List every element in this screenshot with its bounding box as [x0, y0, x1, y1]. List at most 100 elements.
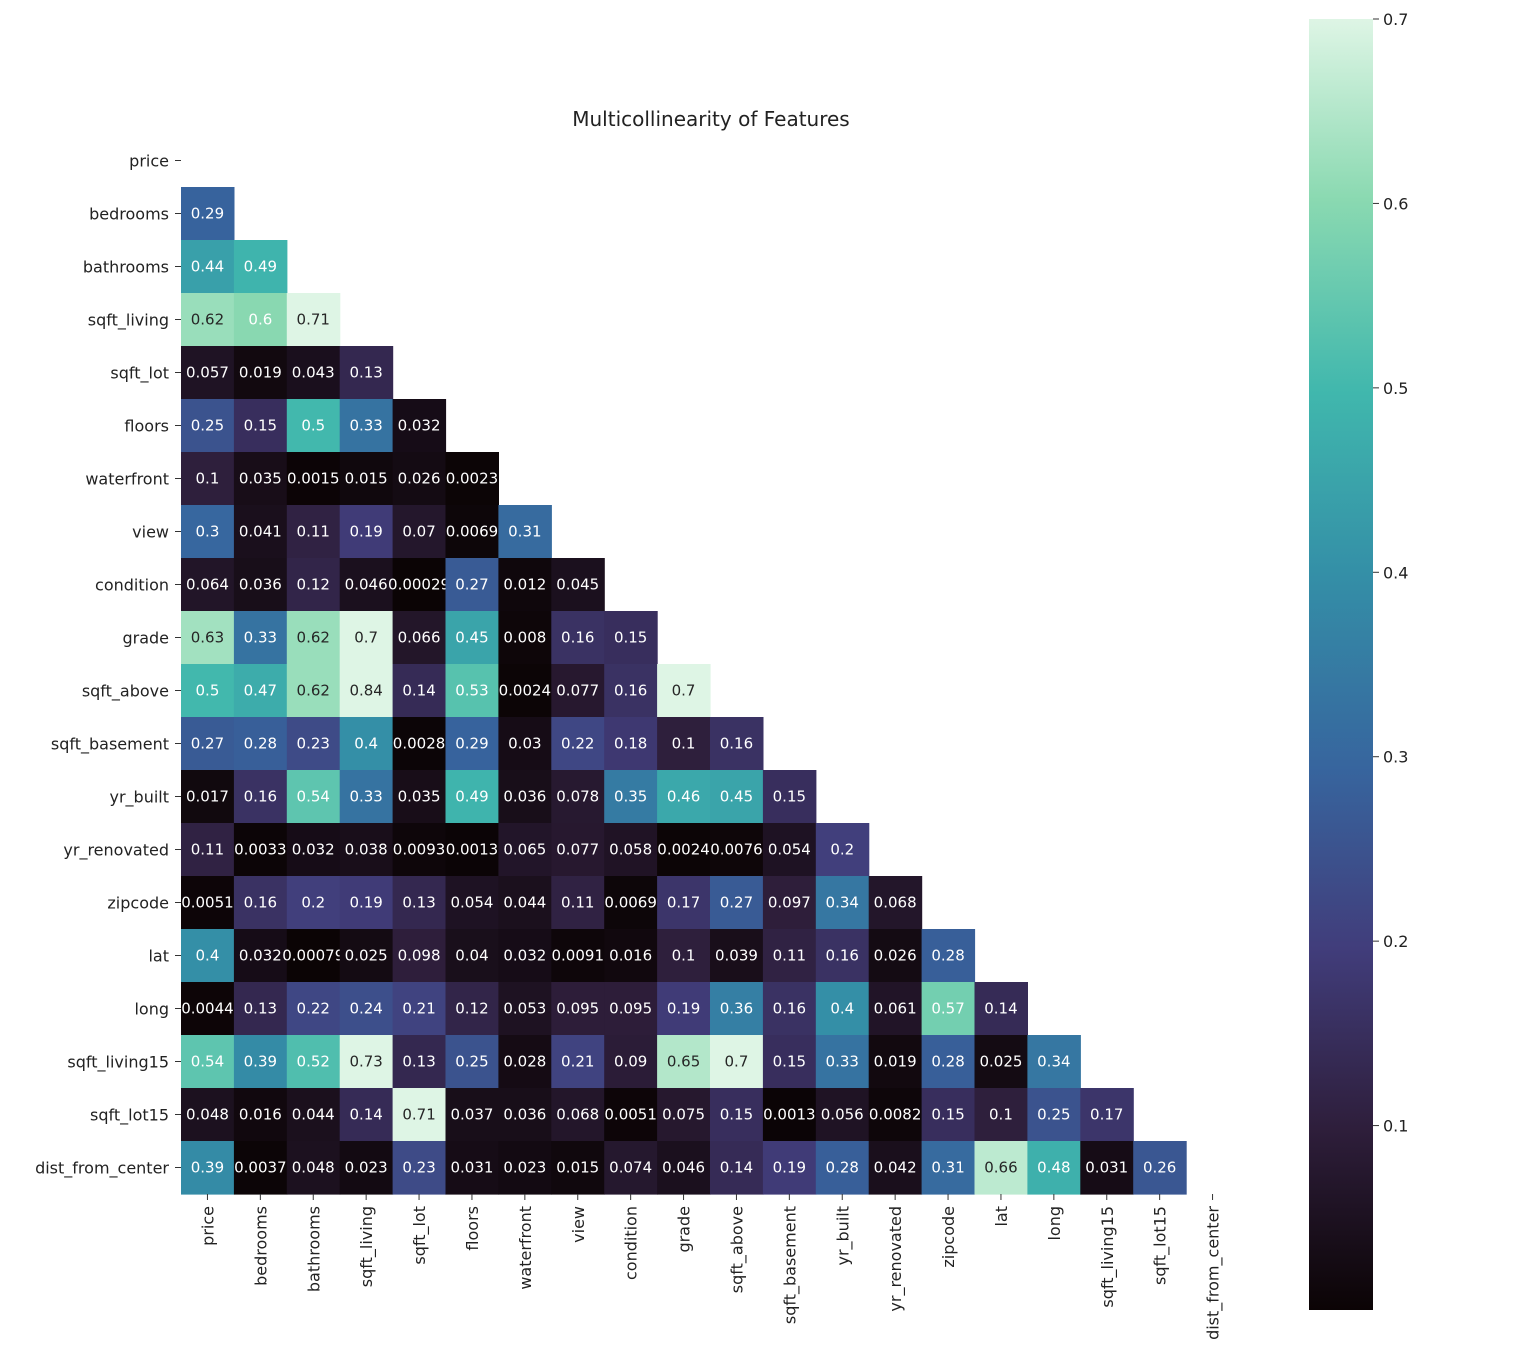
- cell-value-label: 0.7: [672, 682, 696, 700]
- heatmap-cell: [551, 1035, 605, 1089]
- heatmap-cell: [286, 982, 341, 1036]
- heatmap-cell: [392, 505, 447, 559]
- heatmap-cell: [445, 717, 499, 771]
- cell-value-label: 0.015: [556, 1159, 599, 1177]
- cell-value-label: 0.28: [931, 947, 964, 965]
- cell-value-label: 0.31: [508, 523, 541, 541]
- cell-value-label: 0.15: [931, 1106, 964, 1124]
- cell-value-label: 0.49: [455, 788, 488, 806]
- y-tick-label: price: [129, 152, 169, 171]
- chart-title: Multicollinearity of Features: [572, 107, 849, 131]
- heatmap-cell: [551, 982, 605, 1036]
- cell-value-label: 0.048: [292, 1159, 335, 1177]
- heatmap-cell: [657, 929, 711, 983]
- cell-value-label: 0.0028: [393, 735, 446, 753]
- heatmap-cell: [815, 1088, 870, 1142]
- y-tick-label: sqft_basement: [51, 735, 169, 755]
- cell-value-label: 0.008: [503, 629, 546, 647]
- cell-value-label: 0.65: [667, 1053, 700, 1071]
- cell-value-label: 0.28: [244, 735, 277, 753]
- heatmap-cell: [657, 664, 711, 718]
- cell-value-label: 0.66: [984, 1159, 1017, 1177]
- heatmap-cell: [286, 717, 341, 771]
- colorbar-tick-label: 0.2: [1383, 932, 1408, 951]
- cell-value-label: 0.0082: [869, 1106, 922, 1124]
- heatmap-cell: [868, 982, 923, 1036]
- cell-value-label: 0.053: [503, 1000, 546, 1018]
- heatmap-cell: [762, 1088, 817, 1142]
- heatmap-cell: [392, 876, 447, 930]
- cell-value-label: 0.00079: [282, 947, 344, 965]
- heatmap-cell: [286, 505, 341, 559]
- heatmap-cell: [762, 982, 817, 1036]
- y-tick-label: sqft_living15: [67, 1053, 169, 1073]
- cell-value-label: 0.032: [398, 417, 441, 435]
- heatmap-cell: [286, 770, 341, 824]
- heatmap-cell: [233, 823, 288, 877]
- cell-value-label: 0.056: [821, 1106, 864, 1124]
- cell-value-label: 0.046: [345, 576, 388, 594]
- cell-value-label: 0.0037: [234, 1159, 287, 1177]
- heatmap-cell: [339, 717, 394, 771]
- y-tick-label: lat: [148, 947, 169, 966]
- cell-value-label: 0.4: [354, 735, 378, 753]
- x-tick-label: yr_renovated: [886, 1206, 906, 1312]
- heatmap-cell: [604, 717, 658, 771]
- cell-value-label: 0.0013: [763, 1106, 816, 1124]
- heatmap-cell: [498, 1141, 552, 1195]
- y-tick-label: waterfront: [85, 470, 169, 489]
- cell-value-label: 0.044: [503, 894, 546, 912]
- colorbar-tick-label: 0.1: [1383, 1117, 1408, 1136]
- cell-value-label: 0.042: [874, 1159, 917, 1177]
- heatmap-cell: [339, 558, 394, 612]
- cell-value-label: 0.035: [239, 470, 282, 488]
- heatmap-cell: [710, 982, 764, 1036]
- cell-value-label: 0.19: [773, 1159, 806, 1177]
- cell-value-label: 0.012: [503, 576, 546, 594]
- cell-value-label: 0.074: [609, 1159, 652, 1177]
- y-tick-label: condition: [95, 576, 169, 595]
- heatmap-cell: [498, 664, 552, 718]
- heatmap-cell: [286, 611, 341, 665]
- heatmap-cell: [604, 1141, 658, 1195]
- heatmap-cell: [710, 1035, 764, 1089]
- colorbar-gradient: [1309, 19, 1373, 1310]
- cell-value-label: 0.15: [773, 1053, 806, 1071]
- heatmap-cell: [181, 717, 235, 771]
- cell-value-label: 0.057: [186, 364, 229, 382]
- cell-value-label: 0.84: [349, 682, 382, 700]
- heatmap-cell: [339, 1035, 394, 1089]
- heatmap-cell: [551, 770, 605, 824]
- heatmap-cell: [181, 1035, 235, 1089]
- cell-value-label: 0.36: [720, 1000, 753, 1018]
- cell-value-label: 0.22: [561, 735, 594, 753]
- x-tick-label: sqft_basement: [780, 1206, 800, 1324]
- x-tick-label: yr_built: [833, 1206, 853, 1266]
- x-tick-label: bathrooms: [304, 1206, 323, 1292]
- cell-value-label: 0.28: [826, 1159, 859, 1177]
- cell-value-label: 0.52: [297, 1053, 330, 1071]
- cell-value-label: 0.031: [1085, 1159, 1128, 1177]
- cell-value-label: 0.064: [186, 576, 229, 594]
- heatmap-cell: [392, 823, 447, 877]
- heatmap-cell: [181, 346, 235, 400]
- y-tick-label: floors: [124, 417, 169, 436]
- cell-value-label: 0.6: [248, 311, 272, 329]
- cell-value-label: 0.032: [503, 947, 546, 965]
- cell-value-label: 0.4: [830, 1000, 854, 1018]
- heatmap-cell: [710, 823, 764, 877]
- cell-value-label: 0.077: [556, 841, 599, 859]
- heatmap-cell: [498, 505, 552, 559]
- cell-value-label: 0.2: [301, 894, 325, 912]
- cell-value-label: 0.62: [191, 311, 224, 329]
- heatmap-cell: [286, 293, 341, 347]
- heatmap-cell: [233, 664, 288, 718]
- heatmap-cell: [604, 1088, 658, 1142]
- y-tick-label: yr_renovated: [63, 841, 169, 861]
- cell-value-label: 0.035: [398, 788, 441, 806]
- cell-value-label: 0.1: [989, 1106, 1013, 1124]
- heatmap-cell: [445, 929, 499, 983]
- heatmap-cell: [286, 876, 341, 930]
- x-tick-label: sqft_above: [727, 1206, 747, 1293]
- cell-value-label: 0.5: [196, 682, 220, 700]
